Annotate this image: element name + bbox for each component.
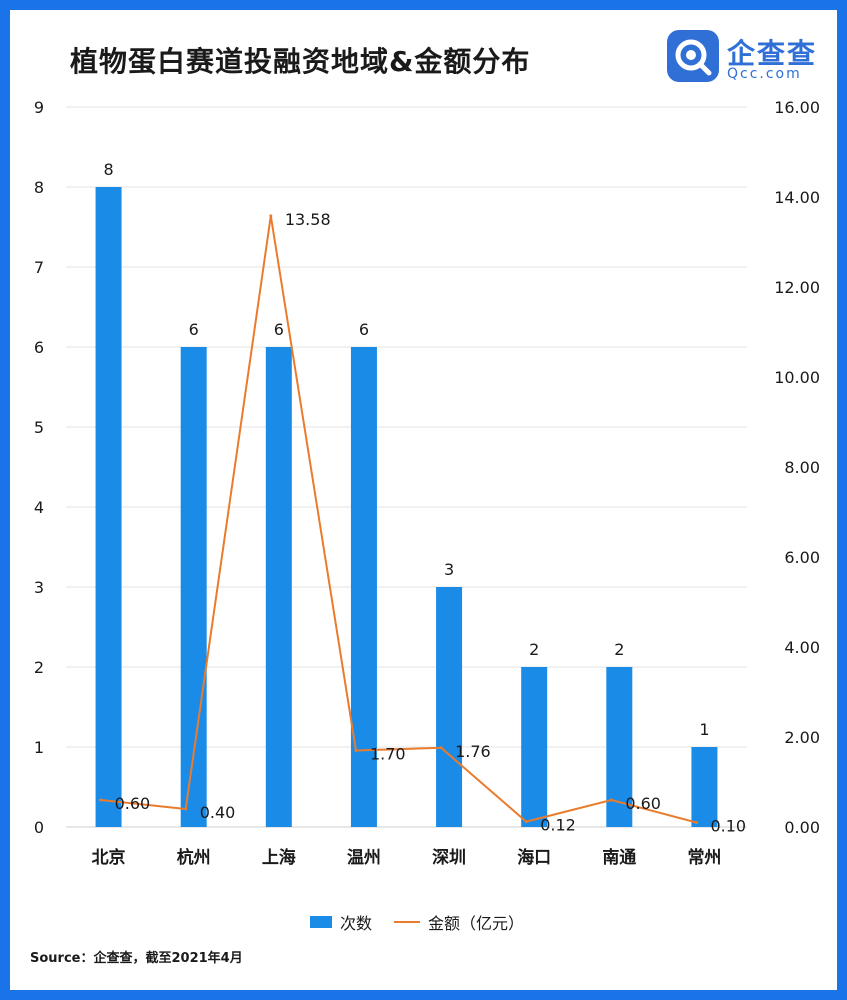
x-tick-label: 杭州 [177, 847, 211, 868]
x-tick-label: 常州 [687, 847, 721, 868]
bar-常州 [691, 747, 718, 827]
y-left-tick-label: 8 [34, 178, 44, 197]
line-value-label: 0.60 [625, 794, 661, 813]
x-tick-label: 南通 [602, 847, 636, 868]
y-right-tick-label: 4.00 [784, 638, 820, 657]
amount-point [694, 821, 698, 824]
qcc-logo-icon [667, 30, 719, 82]
bar-北京 [95, 187, 122, 827]
combo-chart: 0 1 2 3 4 5 6 7 8 9 0.00 2.00 4.00 6.00 8.00 10.00 12.00… [34, 98, 820, 868]
amount-line [100, 215, 697, 824]
qcc-logo: 企查查 Qcc.com [665, 28, 825, 88]
x-tick-label: 上海 [262, 847, 296, 868]
bar-value-label: 2 [614, 640, 624, 659]
bar-value-label: 1 [699, 720, 709, 739]
amount-point [269, 214, 273, 218]
y-left-tick-label: 2 [34, 658, 44, 677]
line-value-label: 1.76 [455, 742, 491, 761]
y-right-tick-label: 10.00 [774, 368, 820, 387]
bar-海口 [521, 667, 548, 827]
y-left-tick-label: 0 [34, 818, 44, 837]
amount-point [184, 807, 188, 811]
bar-深圳 [436, 587, 463, 827]
legend-line-swatch [394, 921, 421, 923]
amount-point [99, 798, 103, 802]
y-left-tick-label: 5 [34, 418, 44, 437]
amount-point [439, 746, 443, 750]
y-left-tick-label: 6 [34, 338, 44, 357]
bar-value-label: 2 [529, 640, 539, 659]
amount-point [354, 749, 358, 752]
bar-value-label: 6 [274, 320, 284, 339]
legend-label-amount: 金额（亿元） [428, 914, 525, 933]
y-right-tick-label: 14.00 [774, 188, 820, 207]
chart-title: 植物蛋白赛道投融资地域&金额分布 [70, 45, 531, 78]
legend: 次数 金额（亿元） [310, 910, 524, 934]
line-value-label: 1.70 [370, 745, 406, 764]
y-right-tick-label: 2.00 [784, 728, 820, 747]
bar-value-label: 6 [359, 320, 369, 339]
line-value-label: 13.58 [285, 210, 331, 229]
bar-value-label: 3 [444, 560, 454, 579]
source-note: Source：企查查，截至2021年4月 [30, 951, 243, 966]
y-right-tick-label: 8.00 [784, 458, 820, 477]
y-right-tick-label: 0.00 [784, 818, 820, 837]
y-left-tick-label: 1 [34, 738, 44, 757]
line-value-label: 0.60 [115, 794, 151, 813]
x-tick-label: 海口 [517, 847, 551, 868]
bar-value-label: 6 [189, 320, 199, 339]
amount-point [524, 820, 528, 824]
line-value-label: 0.40 [200, 803, 236, 822]
logo-text-cn: 企查查 [727, 37, 818, 70]
bar-value-label: 8 [103, 160, 113, 179]
x-tick-label: 温州 [347, 848, 381, 868]
y-right-tick-label: 12.00 [774, 278, 820, 297]
y-left-tick-label: 4 [34, 498, 44, 517]
x-tick-label: 深圳 [432, 847, 466, 868]
y-right-tick-label: 16.00 [774, 98, 820, 117]
amount-point [609, 798, 613, 802]
bar-上海 [265, 347, 292, 827]
y-right-tick-label: 6.00 [784, 548, 820, 567]
y-left-tick-label: 3 [34, 578, 44, 597]
legend-bar-swatch [310, 916, 332, 928]
logo-text-en: Qcc.com [727, 66, 802, 82]
y-left-tick-label: 7 [34, 258, 44, 277]
line-value-label: 0.12 [540, 816, 576, 835]
y-left-tick-label: 9 [34, 98, 44, 117]
x-tick-label: 北京 [92, 847, 126, 868]
legend-label-count: 次数 [340, 914, 373, 933]
line-value-label: 0.10 [710, 817, 746, 836]
